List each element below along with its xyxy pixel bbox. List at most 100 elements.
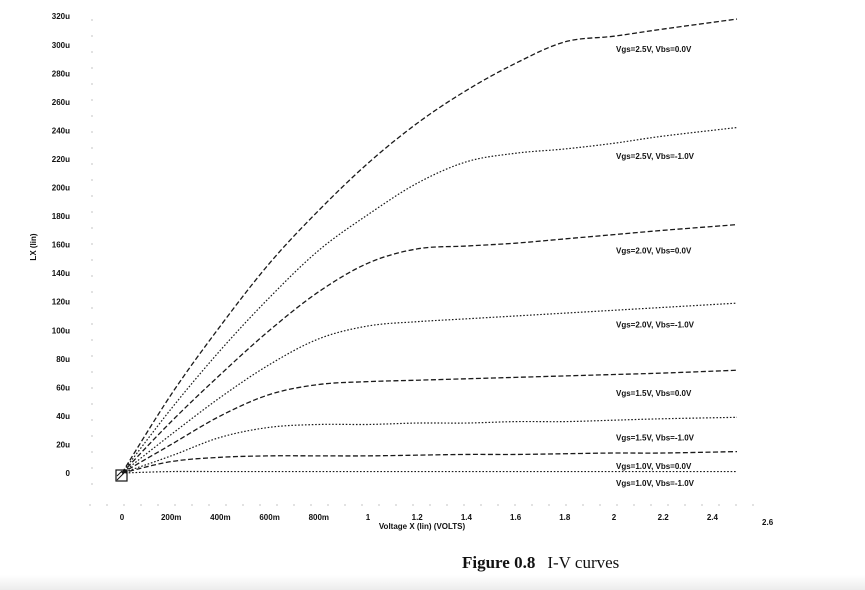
grid-dot [91,483,93,485]
y-tick-label: 120u [52,298,70,307]
grid-dot [91,163,93,165]
grid-dot [429,504,431,506]
y-axis-ticks: 0 20u 40u 60u 80u 100u 120u 140u 160u 180u 200u 220… [52,12,71,478]
grid-dot [701,504,703,506]
series-label: Vgs=2.0V, Vbs=0.0V [616,246,692,255]
x-tick-label: 1.6 [510,513,522,522]
series-label: Vgs=2.5V, Vbs=0.0V [616,45,692,54]
grid-dot [91,387,93,389]
caption-number: Figure 0.8 [462,553,536,572]
caption-text: I-V curves [547,553,620,572]
x-tick-label: 600m [259,513,279,522]
grid-dot [91,195,93,197]
grid-dot [650,504,652,506]
grid-dot [91,259,93,261]
grid-dot [91,179,93,181]
series-label: Vgs=1.5V, Vbs=-1.0V [616,433,695,442]
grid-dot [735,504,737,506]
grid-dot [91,323,93,325]
grid-dot [378,504,380,506]
grid-dot [276,504,278,506]
grid-dot [463,504,465,506]
series-label: Vgs=1.5V, Vbs=0.0V [616,389,692,398]
y-tick-label: 40u [56,412,70,421]
series-line [121,416,738,474]
grid-dot [91,19,93,21]
grid-dot [91,243,93,245]
x-tick-label: 2.4 [707,513,719,522]
grid-dot [91,403,93,405]
series-line [121,223,738,474]
x-tick-label: 200m [161,513,181,522]
y-tick-label: 60u [56,383,70,392]
grid-dot [242,504,244,506]
x-tick-label: 800m [309,513,329,522]
grid-dot [191,504,193,506]
grid-dot [91,51,93,53]
y-tick-label: 180u [52,212,70,221]
grid-dot [91,83,93,85]
grid-dot [91,419,93,421]
y-tick-label: 80u [56,355,70,364]
grid-dot [412,504,414,506]
grid-dot [91,131,93,133]
y-tick-label: 280u [52,69,70,78]
grid-dot [531,504,533,506]
grid-dot [91,291,93,293]
grid-dot [582,504,584,506]
series-label: Vgs=2.0V, Vbs=-1.0V [616,321,695,330]
grid-dot [91,467,93,469]
grid-dot [91,35,93,37]
y-tick-label: 300u [52,41,70,50]
grid-dot [259,504,261,506]
y-tick-label: 0 [66,469,71,478]
x-tick-label: 1.4 [461,513,473,522]
grid-dot [310,504,312,506]
grid-dot [565,504,567,506]
x-axis-ticks: 0 200m 400m 600m 800m 1 1.2 1.4 1.6 1.8 2 2.2 2.4 2.6 [120,513,774,527]
x-tick-label: 1.2 [412,513,424,522]
grid-dot [91,435,93,437]
y-tick-label: 240u [52,126,70,135]
series-label: Vgs=1.0V, Vbs=0.0V [616,462,692,471]
y-tick-label: 220u [52,155,70,164]
figure-caption: Figure 0.8 I-V curves [462,553,619,573]
grid-dot [446,504,448,506]
grid-dot [344,504,346,506]
grid-dot [91,371,93,373]
x-tick-label: 1 [366,513,371,522]
origin-marker [115,469,128,482]
y-tick-label: 100u [52,326,70,335]
grid-dot [361,504,363,506]
grid-dot [91,67,93,69]
grid-dot [140,504,142,506]
y-axis-title: LX (lin) [29,233,38,260]
grid-dot [91,339,93,341]
x-tick-label: 400m [210,513,230,522]
grid-dot [633,504,635,506]
grid-dot [599,504,601,506]
grid-dot [514,504,516,506]
grid-dot [91,227,93,229]
grid-dot [293,504,295,506]
y-tick-label: 260u [52,98,70,107]
y-tick-label: 160u [52,241,70,250]
grid-dot [91,307,93,309]
grid-dot [225,504,227,506]
y-tick-label: 20u [56,440,70,449]
grid-dot [91,355,93,357]
y-tick-label: 140u [52,269,70,278]
grid-dot [718,504,720,506]
grid-dot [327,504,329,506]
grid-dot [91,115,93,117]
grid-dot [89,504,91,506]
series-label: Vgs=2.5V, Vbs=-1.0V [616,152,695,161]
grid-dot [91,451,93,453]
x-tick-label: 2.2 [658,513,670,522]
grid-dot [106,504,108,506]
curve-labels: Vgs=2.5V, Vbs=0.0V Vgs=2.5V, Vbs=-1.0V Vgs… [616,45,695,488]
series-line [121,126,738,474]
grid-dot [480,504,482,506]
x-tick-label: 1.8 [559,513,571,522]
grid-dot [684,504,686,506]
